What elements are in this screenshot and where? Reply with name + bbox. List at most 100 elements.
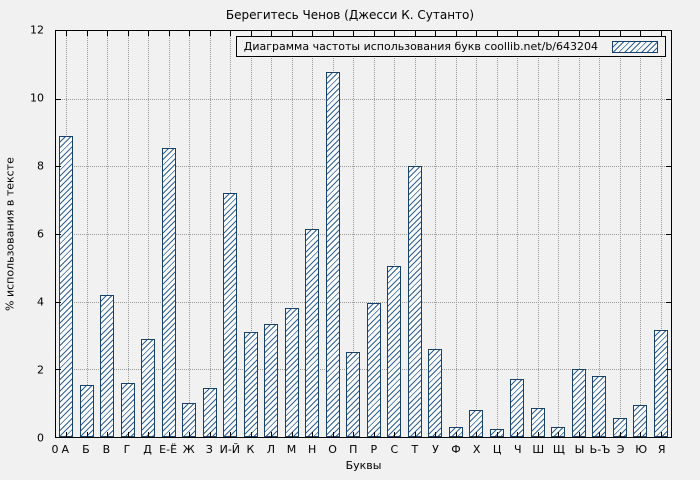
x-tick-mark <box>455 31 457 36</box>
grid-line-vertical <box>107 31 109 437</box>
x-tick-mark <box>414 432 416 437</box>
x-tick-mark <box>619 31 621 36</box>
bar <box>448 426 463 437</box>
grid-line-vertical <box>148 31 150 437</box>
bar <box>120 382 135 437</box>
grid-line-horizontal <box>56 166 671 168</box>
y-tick-label: 0 <box>37 431 44 445</box>
y-tick-mark <box>56 98 61 100</box>
x-tick-label: И-Й <box>219 443 241 456</box>
grid-line-vertical <box>250 31 252 437</box>
bar <box>264 323 279 437</box>
x-tick-label: Р <box>370 443 378 456</box>
bar <box>571 369 586 437</box>
x-tick-mark <box>127 432 129 437</box>
grid-line-vertical <box>353 31 355 437</box>
x-tick-mark <box>619 432 621 437</box>
bar <box>407 166 422 437</box>
y-tick-mark <box>56 234 61 235</box>
grid-line-horizontal <box>56 301 671 303</box>
grid-line-vertical <box>537 31 539 437</box>
x-tick-label: Г <box>123 443 131 456</box>
x-tick-label: В <box>102 443 111 456</box>
grid-line-vertical <box>373 31 375 437</box>
x-tick-mark <box>209 432 211 437</box>
x-tick-mark <box>127 31 129 36</box>
x-tick-label: С <box>390 443 399 456</box>
x-tick-label: Э <box>616 443 625 456</box>
plot-area: Диаграмма частоты использования букв coo… <box>55 30 672 438</box>
grid-line-vertical <box>394 31 396 437</box>
x-tick-label: Д <box>143 443 152 456</box>
x-tick-label: Ш <box>532 443 545 456</box>
x-tick-label: Б <box>82 443 90 456</box>
x-tick-label: У <box>432 443 439 456</box>
x-tick-label: Ю <box>635 443 648 456</box>
x-tick-mark <box>496 31 498 36</box>
x-tick-mark <box>148 31 150 36</box>
x-tick-mark <box>517 432 519 437</box>
x-tick-mark <box>435 31 437 36</box>
x-tick-mark <box>578 432 580 437</box>
x-tick-mark <box>332 31 334 36</box>
grid-line-vertical <box>127 31 129 437</box>
x-tick-mark <box>332 432 334 437</box>
bar <box>592 376 607 437</box>
x-tick-mark <box>271 31 273 36</box>
grid-line-vertical <box>517 31 519 437</box>
x-tick-label: Ь-Ъ <box>589 443 611 456</box>
x-tick-mark <box>660 31 662 36</box>
x-tick-mark <box>168 432 170 437</box>
grid-line-vertical <box>209 31 211 437</box>
x-tick-label: О <box>328 443 337 456</box>
x-tick-mark <box>230 432 232 437</box>
x-tick-mark <box>353 432 355 437</box>
x-tick-mark <box>394 432 396 437</box>
bar <box>202 387 217 437</box>
bar <box>223 193 238 437</box>
x-tick-label: 0 <box>51 443 59 456</box>
bar <box>182 403 197 437</box>
grid-line-vertical <box>619 31 621 437</box>
grid-line-vertical <box>558 31 560 437</box>
bar <box>346 352 361 437</box>
grid-line-vertical <box>496 31 498 437</box>
x-tick-mark <box>148 432 150 437</box>
y-tick-mark <box>666 301 671 303</box>
bar <box>428 349 443 437</box>
chart-title: Берегитесь Ченов (Джесси К. Сутанто) <box>225 8 475 22</box>
x-tick-label: Т <box>411 443 419 456</box>
bar <box>387 266 402 437</box>
y-tick-label: 4 <box>37 295 44 309</box>
grid-line-vertical <box>86 31 88 437</box>
y-tick-mark <box>56 166 61 168</box>
x-tick-mark <box>394 31 396 36</box>
x-tick-mark <box>86 432 88 437</box>
x-tick-mark <box>640 31 642 36</box>
x-tick-mark <box>312 432 314 437</box>
grid-line-vertical <box>455 31 457 437</box>
x-tick-label: Л <box>266 443 276 456</box>
x-tick-mark <box>66 31 68 36</box>
grid-line-vertical <box>476 31 478 437</box>
bar <box>551 426 566 437</box>
x-tick-mark <box>537 31 539 36</box>
x-tick-mark <box>353 31 355 36</box>
x-tick-mark <box>558 432 560 437</box>
x-tick-mark <box>476 432 478 437</box>
legend-label: Диаграмма частоты использования букв coo… <box>243 40 598 53</box>
x-tick-mark <box>599 31 601 36</box>
y-tick-mark <box>56 301 61 303</box>
y-tick-label: 6 <box>37 227 44 241</box>
bar <box>141 338 156 437</box>
x-tick-mark <box>517 31 519 36</box>
x-tick-mark <box>373 432 375 437</box>
x-tick-label: М <box>286 443 297 456</box>
x-tick-mark <box>455 432 457 437</box>
x-tick-mark <box>107 31 109 36</box>
bar <box>325 71 340 437</box>
grid-line-vertical <box>660 31 662 437</box>
legend: Диаграмма частоты использования букв coo… <box>235 36 666 57</box>
x-tick-mark <box>414 31 416 36</box>
